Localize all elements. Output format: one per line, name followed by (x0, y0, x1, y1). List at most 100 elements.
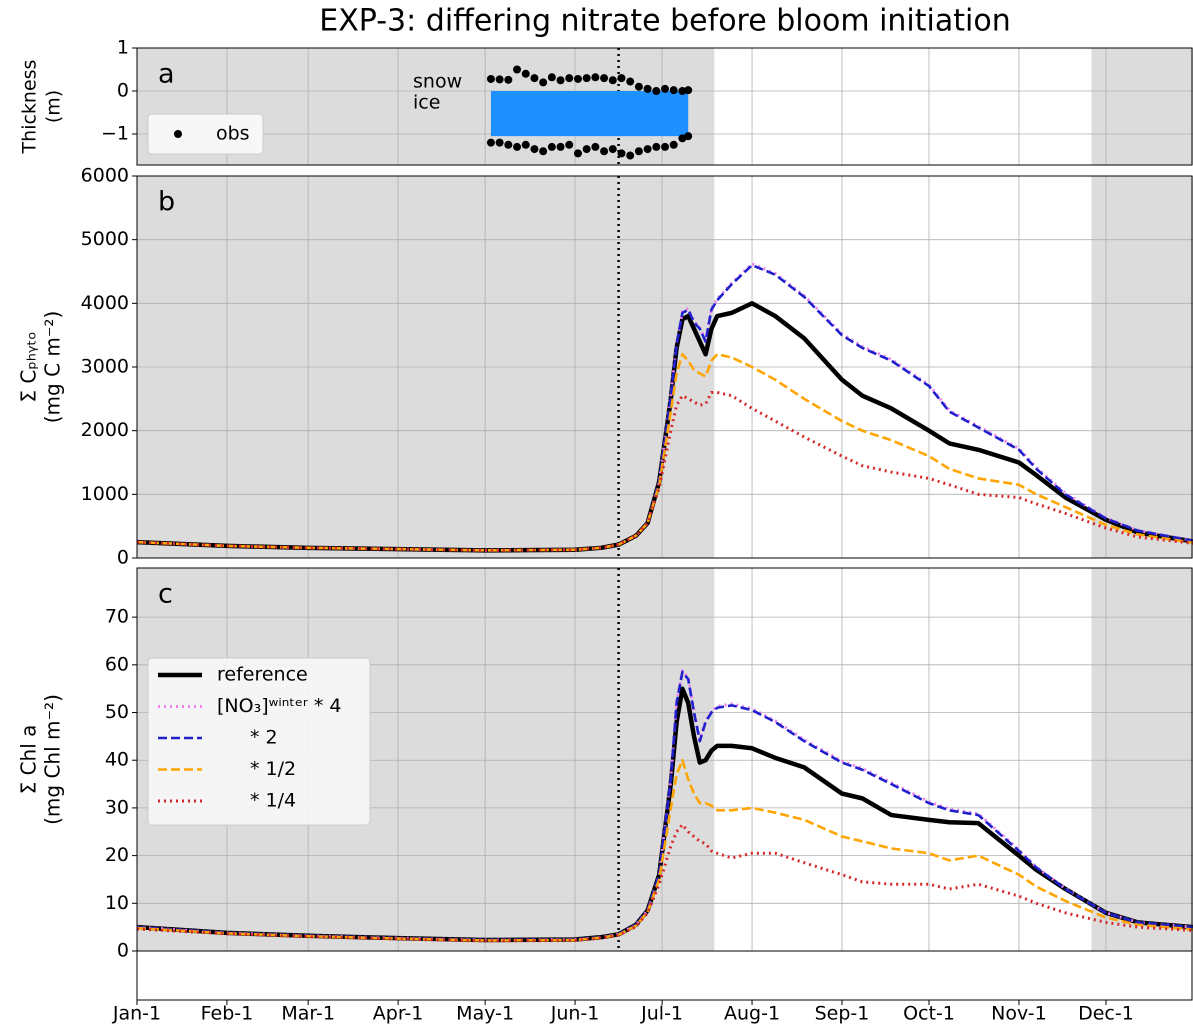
y-tick-label: 0 (117, 547, 129, 569)
x-tick-label: Feb-1 (201, 1003, 254, 1025)
y-axis-label: Thickness (19, 60, 41, 155)
plot-area (137, 176, 1193, 558)
y-tick-label: 5000 (81, 228, 129, 250)
y-tick-label: 30 (105, 796, 129, 818)
obs-point (495, 138, 504, 147)
obs-point (600, 147, 609, 156)
y-tick-label: 1000 (81, 483, 129, 505)
obs-point (626, 151, 635, 160)
obs-point (573, 74, 582, 83)
x-tick-label: May-1 (456, 1003, 514, 1025)
y-tick-label: 50 (105, 701, 129, 723)
y-axis-label: Σ Chl a (17, 725, 41, 795)
legend-label: [NO₃]ʷⁱⁿᵗᵉʳ * 4 (217, 695, 341, 717)
annotation: ice (413, 92, 440, 114)
x-tick-label: Nov-1 (991, 1003, 1047, 1025)
obs-point (521, 140, 530, 149)
y-tick-label: 4000 (81, 292, 129, 314)
obs-point (600, 74, 609, 83)
panel-frame (136, 567, 1193, 952)
panel-label: c (158, 579, 173, 610)
obs-point (573, 149, 582, 158)
legend-box (147, 657, 371, 826)
obs-point (521, 69, 530, 78)
legend-marker (174, 130, 182, 138)
obs-point (504, 140, 513, 149)
annotation: snow (413, 71, 462, 93)
x-tick-label: Sep-1 (815, 1003, 870, 1025)
x-tick-label: Aug-1 (724, 1003, 780, 1025)
obs-point (661, 142, 669, 151)
obs-point (643, 145, 652, 154)
legend-label: reference (217, 664, 308, 686)
panel-label: b (158, 187, 175, 218)
obs-point (684, 132, 693, 141)
legend-label: * 2 (250, 727, 278, 749)
obs-point (539, 78, 548, 87)
obs-point (530, 74, 539, 83)
obs-point (661, 84, 669, 93)
panel: 0 10 20 30 40 50 60 70 c Σ Chl a (mg Chl m⁻²) refer… (17, 567, 1193, 962)
obs-point (643, 84, 652, 93)
panel: 0 1000 2000 3000 4000 5000 6000 b Σ Cₚₕᵧₜₒ (mg C … (17, 165, 1193, 569)
y-axis-label: (m) (43, 90, 65, 123)
legend: obs (147, 113, 264, 155)
panel-frame (136, 47, 1193, 166)
obs-point (547, 73, 556, 82)
x-tick-label: Jun-1 (550, 1003, 600, 1025)
x-tick-label: Oct-1 (903, 1003, 955, 1025)
y-tick-label: 0 (117, 80, 129, 102)
plot-area (137, 48, 1193, 165)
x-tick-label: Mar-1 (281, 1003, 335, 1025)
obs-point (591, 73, 600, 82)
obs-point (495, 75, 504, 84)
obs-point (539, 147, 548, 156)
series-line (137, 352, 1193, 552)
obs-point (486, 74, 495, 83)
obs-point (617, 149, 626, 158)
y-tick-label: 6000 (81, 165, 129, 187)
obs-point (582, 145, 591, 154)
y-axis-label: (mg C m⁻²) (41, 311, 65, 424)
x-tick-label: Jul-1 (640, 1003, 683, 1025)
series-line (137, 758, 1193, 942)
obs-point (513, 65, 522, 74)
obs-point (652, 87, 661, 96)
obs-point (530, 145, 539, 154)
y-tick-label: 1 (117, 37, 129, 59)
y-tick-label: 70 (105, 606, 129, 628)
legend-label: * 1/4 (250, 790, 296, 812)
legend-label: * 1/2 (250, 758, 296, 780)
plot-area (137, 568, 1193, 951)
obs-point (617, 74, 626, 83)
obs-point (504, 75, 513, 84)
obs-point (634, 147, 643, 156)
obs-point (608, 76, 617, 85)
obs-point (556, 142, 565, 151)
y-tick-label: 20 (105, 844, 129, 866)
obs-point (556, 76, 565, 85)
x-tick-label: Jan-1 (112, 1003, 161, 1025)
obs-point (565, 74, 574, 83)
series-line (137, 669, 1193, 942)
panel-label: a (158, 59, 175, 90)
figure-title: EXP-3: differing nitrate before bloom in… (319, 4, 1010, 39)
obs-point (669, 140, 678, 149)
obs-point (547, 142, 556, 151)
y-tick-label: 2000 (81, 419, 129, 441)
y-axis-label: (mg Chl m⁻²) (41, 694, 65, 825)
bottom-axis-frame (136, 950, 1193, 1001)
y-axis-label: Σ Cₚₕᵧₜₒ (17, 331, 41, 402)
series-line (137, 390, 1193, 552)
obs-point (652, 142, 661, 151)
obs-point (634, 82, 643, 91)
y-tick-label: 60 (105, 653, 129, 675)
series-line (137, 823, 1193, 943)
obs-point (486, 138, 495, 147)
y-tick-label: 10 (105, 892, 129, 914)
ice-area (490, 91, 689, 137)
obs-point (591, 142, 600, 151)
obs-point (669, 86, 678, 95)
